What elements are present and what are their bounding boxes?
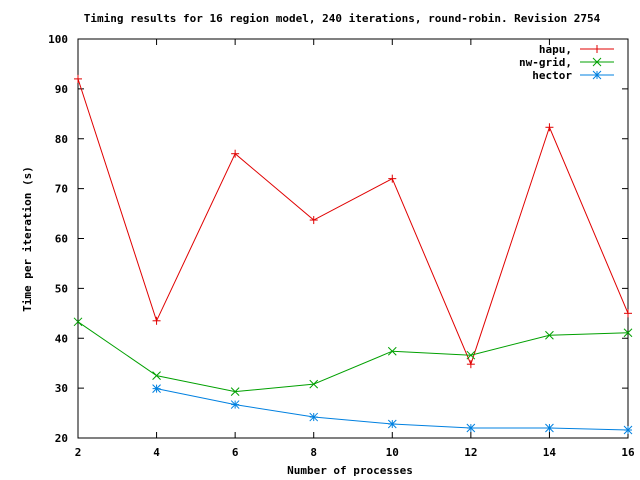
series-2 (152, 384, 633, 435)
series-layer (73, 74, 633, 435)
x-tick-label-6: 14 (543, 446, 557, 459)
y-tick-label-1: 30 (55, 382, 68, 395)
y-tick-label-8: 100 (48, 33, 68, 46)
data-point-0-7 (624, 309, 632, 318)
data-point-1-1 (152, 371, 161, 381)
y-tick-label-5: 70 (55, 183, 68, 196)
data-point-0-3 (309, 216, 318, 225)
y-tick-label-3: 50 (55, 282, 68, 295)
x-axis-label: Number of processes (287, 464, 413, 477)
data-point-2-0 (152, 384, 161, 393)
data-point-2-5 (545, 423, 554, 433)
legend-label-2: hector (532, 69, 572, 82)
series-1 (73, 317, 633, 396)
legend-marker-2 (592, 70, 602, 80)
data-point-2-1 (230, 400, 240, 409)
y-tick-label-0: 20 (55, 432, 68, 445)
data-point-1-6 (545, 330, 554, 340)
x-tick-label-4: 10 (386, 446, 399, 459)
series-line-0 (77, 78, 629, 366)
x-tick-label-5: 12 (464, 446, 477, 459)
legend-label-0: hapu, (539, 43, 572, 56)
data-point-0-6 (545, 123, 554, 132)
data-point-0-0 (74, 74, 82, 83)
data-point-2-3 (387, 419, 397, 429)
data-point-1-4 (387, 346, 397, 356)
x-tick-label-0: 2 (75, 446, 82, 459)
axis-ticks: 2 4 6 8 10 12 14 16 20 30 40 50 60 70 80 90 100 (48, 33, 635, 459)
legend-marker-1 (592, 57, 602, 67)
y-tick-label-4: 60 (55, 233, 68, 246)
series-line-1 (77, 321, 629, 393)
data-point-1-3 (309, 379, 319, 389)
x-tick-label-2: 6 (232, 446, 239, 459)
data-point-0-1 (152, 316, 161, 325)
data-point-2-2 (309, 412, 319, 422)
data-point-1-2 (230, 387, 240, 396)
data-point-1-5 (466, 350, 476, 360)
legend: hapu,nw-grid,hector (519, 43, 614, 82)
y-tick-label-7: 90 (55, 83, 68, 96)
data-point-1-0 (73, 317, 83, 327)
x-tick-label-3: 8 (310, 446, 317, 459)
data-point-2-6 (623, 425, 633, 435)
legend-label-1: nw-grid, (519, 56, 572, 69)
x-tick-label-1: 4 (153, 446, 160, 459)
plot-frame (77, 38, 629, 439)
y-tick-label-2: 40 (55, 332, 68, 345)
x-tick-label-7: 16 (621, 446, 635, 459)
data-point-0-4 (388, 174, 397, 183)
data-point-0-5 (466, 360, 475, 369)
y-axis-label: Time per iteration (s) (21, 166, 34, 312)
y-tick-label-6: 80 (55, 133, 68, 146)
legend-marker-0 (593, 45, 601, 53)
data-point-1-7 (623, 328, 633, 338)
chart-title: Timing results for 16 region model, 240 … (84, 12, 601, 25)
data-point-2-4 (466, 423, 476, 433)
series-0 (74, 74, 632, 369)
data-point-0-2 (231, 149, 240, 158)
